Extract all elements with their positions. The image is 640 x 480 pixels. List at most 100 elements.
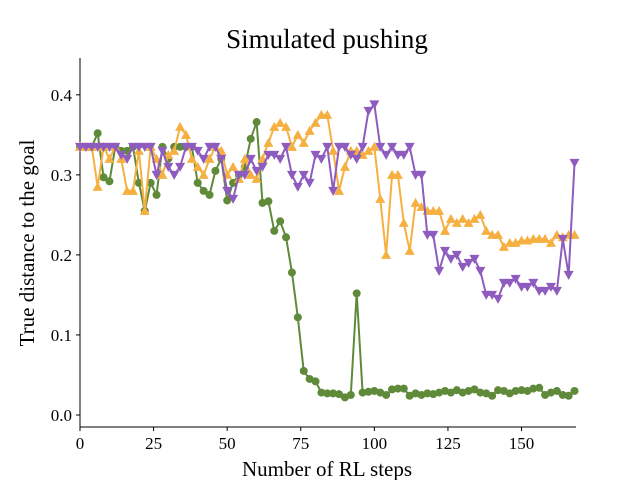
marker	[322, 142, 333, 152]
marker	[369, 141, 380, 151]
marker	[180, 129, 191, 139]
marker	[492, 229, 503, 239]
marker	[399, 384, 408, 393]
marker	[245, 154, 256, 164]
marker	[393, 384, 402, 393]
marker	[304, 125, 315, 135]
marker	[457, 213, 468, 223]
marker	[563, 270, 574, 280]
marker	[463, 258, 474, 268]
marker	[498, 241, 509, 251]
marker	[198, 169, 209, 179]
marker	[517, 386, 526, 395]
marker	[481, 225, 492, 235]
marker	[192, 161, 203, 171]
marker	[470, 385, 479, 394]
marker	[92, 181, 103, 191]
marker	[345, 150, 356, 160]
marker	[151, 170, 162, 180]
marker	[286, 170, 297, 180]
marker	[381, 249, 392, 259]
x-tick-label: 100	[362, 434, 388, 453]
marker	[251, 166, 262, 176]
marker	[382, 390, 391, 399]
marker	[163, 149, 174, 159]
marker	[245, 169, 256, 179]
marker	[299, 366, 308, 375]
marker	[363, 145, 374, 155]
marker	[404, 245, 415, 255]
marker	[204, 153, 215, 163]
marker	[99, 173, 108, 182]
marker	[328, 145, 339, 155]
marker	[251, 173, 262, 183]
marker	[198, 154, 209, 164]
x-tick-label: 0	[76, 434, 85, 453]
marker	[139, 205, 150, 215]
marker	[193, 178, 202, 187]
marker	[239, 170, 250, 180]
marker	[339, 161, 350, 171]
marker	[222, 186, 233, 196]
y-tick-label: 0.3	[51, 166, 72, 185]
marker	[404, 142, 415, 152]
marker	[263, 137, 274, 147]
marker	[511, 386, 520, 395]
marker	[416, 170, 427, 180]
marker	[392, 169, 403, 179]
marker	[127, 185, 138, 195]
marker	[322, 109, 333, 119]
marker	[388, 385, 397, 394]
marker	[199, 186, 208, 195]
marker	[216, 154, 227, 164]
marker	[223, 196, 232, 205]
marker	[275, 154, 286, 164]
marker	[175, 121, 186, 131]
marker	[311, 377, 320, 386]
marker	[93, 129, 102, 138]
marker	[445, 254, 456, 264]
marker	[440, 225, 451, 235]
marker	[186, 142, 197, 152]
marker	[192, 146, 203, 156]
x-tick-label: 50	[219, 434, 236, 453]
marker	[492, 294, 503, 304]
marker	[364, 387, 373, 396]
marker	[398, 150, 409, 160]
marker	[169, 145, 180, 155]
marker	[228, 194, 239, 204]
marker	[551, 286, 562, 296]
marker	[398, 217, 409, 227]
y-tick-label: 0.2	[51, 246, 72, 265]
marker	[410, 197, 421, 207]
marker	[269, 121, 280, 131]
marker	[352, 289, 361, 298]
marker	[335, 390, 344, 399]
marker	[504, 278, 515, 288]
marker	[276, 217, 285, 226]
marker	[346, 390, 355, 399]
marker	[475, 209, 486, 219]
marker	[104, 153, 115, 163]
marker	[298, 170, 309, 180]
marker	[569, 229, 580, 239]
marker	[163, 162, 174, 172]
marker	[264, 197, 273, 206]
marker	[110, 142, 121, 152]
marker	[451, 217, 462, 227]
marker	[522, 282, 533, 292]
marker	[569, 158, 580, 168]
marker	[387, 142, 398, 152]
y-tick-label: 0.1	[51, 326, 72, 345]
marker	[545, 237, 556, 247]
marker	[357, 142, 368, 152]
marker	[257, 162, 268, 172]
marker	[463, 217, 474, 227]
marker	[423, 389, 432, 398]
marker	[310, 150, 321, 160]
marker	[282, 233, 291, 242]
marker	[310, 117, 321, 127]
marker	[475, 266, 486, 276]
marker	[122, 154, 133, 164]
